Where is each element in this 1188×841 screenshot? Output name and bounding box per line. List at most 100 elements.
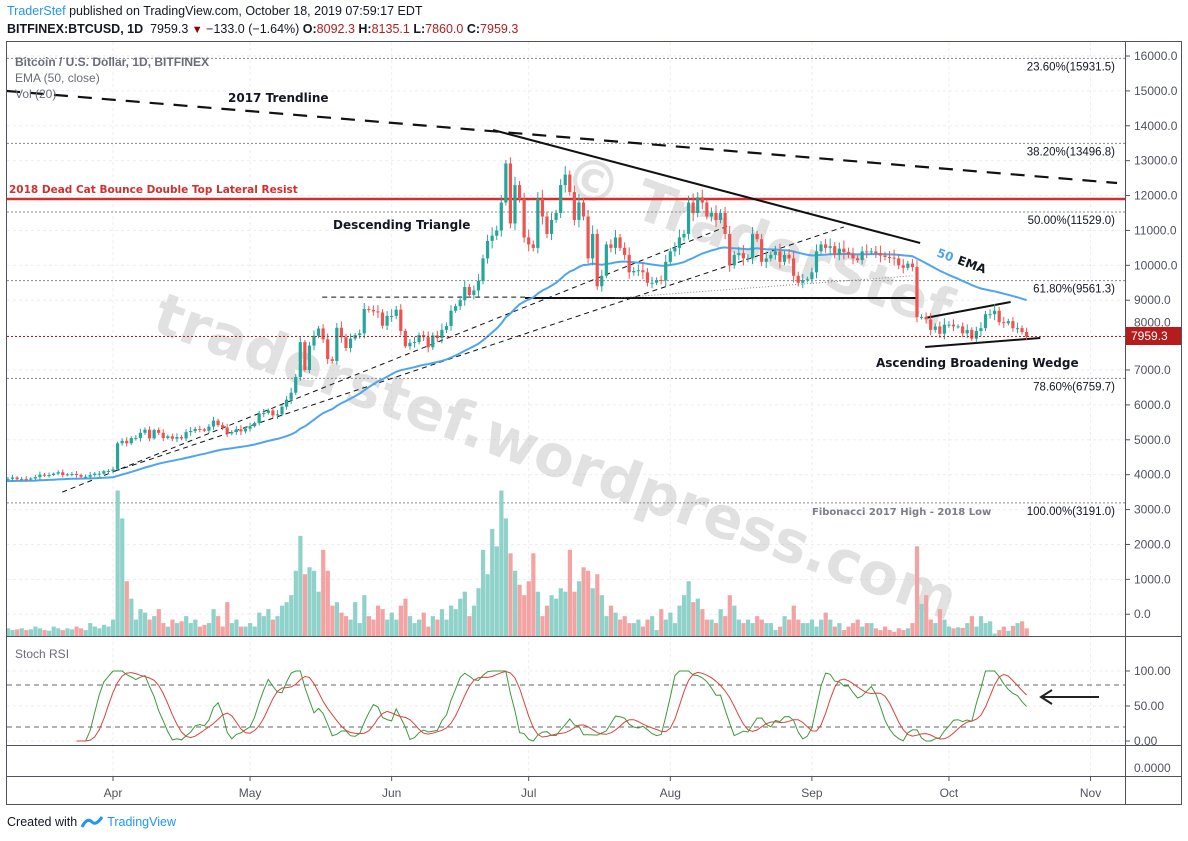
volume-bar	[439, 609, 445, 636]
candle	[591, 225, 595, 266]
volume-bar	[768, 623, 773, 636]
candle-body	[390, 315, 394, 317]
legend-ema[interactable]: EMA (50, close)	[15, 71, 100, 85]
candle-body	[682, 233, 686, 238]
candle	[700, 189, 704, 210]
candle	[887, 251, 892, 263]
candle	[125, 437, 129, 447]
candle	[801, 273, 805, 289]
candle-body	[709, 213, 714, 217]
candle-body	[741, 253, 745, 259]
x-tick-label: Aug	[660, 786, 681, 800]
candle-body	[997, 310, 1001, 323]
candle	[732, 250, 736, 269]
stoch-tick-label: 100.00	[1134, 664, 1171, 678]
candle	[709, 207, 714, 222]
candle-body	[134, 438, 138, 440]
last-price: 7959.3	[150, 22, 189, 36]
open-value: 8092.3	[316, 22, 355, 36]
volume-bar	[535, 591, 541, 636]
volume-bar	[581, 567, 586, 636]
ema-annotation-number: 50	[935, 246, 955, 265]
candle	[828, 238, 832, 255]
candle-body	[974, 330, 978, 339]
volume-bar	[206, 623, 212, 636]
volume-bar	[284, 602, 289, 636]
volume-bar	[302, 574, 308, 636]
candle	[284, 396, 289, 410]
y-tick-label: 2000.0	[1134, 537, 1171, 551]
volume-bar	[618, 619, 623, 636]
candle-body	[170, 436, 174, 439]
candle	[184, 429, 188, 442]
volume-bar	[74, 626, 79, 636]
candle	[929, 313, 933, 336]
candle-body	[152, 430, 156, 439]
candle	[686, 195, 691, 240]
author-link[interactable]: TraderStef	[7, 4, 66, 18]
candle	[417, 332, 421, 345]
candle	[901, 259, 905, 274]
candle-body	[983, 314, 988, 329]
candle	[38, 471, 42, 480]
candle-body	[705, 202, 709, 217]
candle	[993, 303, 997, 321]
volume-bar	[129, 598, 134, 636]
volume-bar	[576, 581, 582, 636]
y-tick-label: 3000.0	[1134, 503, 1171, 517]
candle-body	[79, 475, 83, 477]
fibonacci-label: Fibonacci 2017 High - 2018 Low	[812, 507, 991, 518]
candle	[983, 310, 988, 331]
low-value: 7860.0	[425, 22, 464, 36]
candle-body	[728, 233, 732, 266]
candle	[52, 472, 56, 477]
candle	[97, 471, 101, 476]
tradingview-link[interactable]: TradingView	[107, 815, 176, 829]
legend-stoch[interactable]: Stoch RSI	[15, 647, 69, 661]
candle	[330, 356, 334, 364]
volume-bar	[887, 630, 892, 636]
candle	[20, 476, 24, 482]
candle	[869, 247, 873, 255]
candle-body	[906, 263, 910, 268]
volume-bar	[668, 612, 673, 636]
candle-body	[408, 342, 412, 347]
candle-body	[376, 311, 380, 313]
candle-body	[801, 279, 805, 283]
volume-bar	[659, 609, 664, 636]
candle	[769, 251, 773, 262]
candle-body	[865, 251, 869, 253]
candle-body	[536, 199, 540, 248]
volume-bar	[832, 626, 837, 636]
candle	[7, 477, 10, 481]
candle-body	[52, 473, 56, 476]
candle	[134, 435, 138, 441]
volume-bar	[485, 574, 490, 636]
candle	[851, 247, 855, 265]
volume-bar	[15, 629, 20, 636]
y-tick-label: 13000.0	[1134, 154, 1178, 168]
legend-volume[interactable]: Vol (20)	[15, 87, 56, 101]
candle	[718, 209, 723, 224]
high-value: 8135.1	[371, 22, 410, 36]
candle-body	[147, 429, 152, 439]
candle	[906, 260, 910, 271]
candle-body	[846, 252, 851, 255]
fib-label: 61.80%(9561.3)	[1033, 284, 1115, 296]
volume-bar	[234, 619, 239, 636]
volume-bar	[791, 605, 796, 636]
candle	[211, 416, 216, 430]
candle-body	[855, 258, 860, 261]
candle-body	[481, 258, 485, 282]
volume-bar	[759, 619, 764, 636]
candle-body	[485, 240, 490, 259]
candle	[627, 247, 631, 279]
volume-bar	[590, 588, 595, 636]
candle-body	[38, 474, 42, 478]
candle	[157, 427, 161, 436]
volume-bar	[805, 623, 810, 636]
candle	[805, 276, 809, 283]
volume-bar	[179, 621, 184, 636]
candle-body	[577, 202, 581, 220]
